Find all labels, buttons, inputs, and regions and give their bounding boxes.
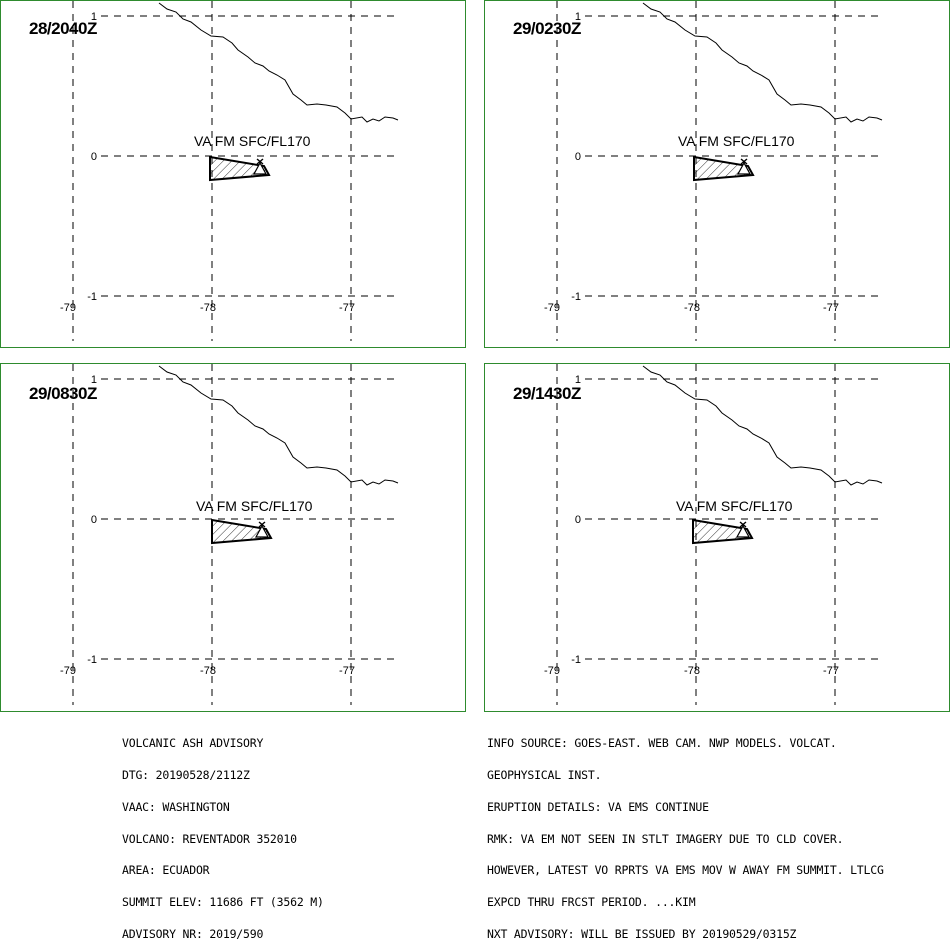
latitude-tick-label: 0 (91, 151, 97, 163)
latitude-tick-label: 1 (575, 374, 581, 386)
advisory-line: HOWEVER, LATEST VO RPRTS VA EMS MOV W AW… (487, 863, 884, 878)
advisory-line: DTG: 20190528/2112Z (122, 767, 250, 782)
advisory-line: ERUPTION DETAILS: VA EMS CONTINUE (487, 799, 709, 814)
advisory-line: NXT ADVISORY: WILL BE ISSUED BY 20190529… (487, 926, 797, 941)
forecast-panel: 1 0 -1 -79 -78 -77 VA FM SFC/FL170 29/0230Z (484, 0, 950, 348)
map-svg: 1 0 -1 -79 -78 -77 VA FM SFC/FL170 (60, 1, 399, 341)
latitude-tick-label: -1 (87, 291, 97, 303)
advisory-line: VOLCANO: REVENTADOR 352010 (122, 831, 297, 846)
volcano-icon (735, 521, 751, 538)
forecast-panel: 1 0 -1 -79 -78 -77 VA FM SFC/FL170 29/1430Z (484, 363, 950, 712)
longitude-tick-label: -77 (339, 302, 355, 314)
latitude-tick-label: -1 (571, 654, 581, 666)
forecast-time-label: 29/0830Z (29, 384, 97, 403)
advisory-line: EXPCD THRU FRCST PERIOD. ...KIM (487, 895, 696, 910)
longitude-tick-label: -77 (823, 665, 839, 677)
advisory-line: GEOPHYSICAL INST. (487, 767, 602, 782)
latitude-tick-label: 0 (575, 514, 581, 526)
latitude-tick-label: -1 (87, 654, 97, 666)
latitude-tick-label: 1 (575, 11, 581, 23)
longitude-tick-label: -79 (60, 302, 76, 314)
advisory-line: INFO SOURCE: GOES-EAST. WEB CAM. NWP MOD… (487, 736, 837, 751)
longitude-tick-label: -78 (200, 665, 216, 677)
longitude-tick-label: -78 (684, 302, 700, 314)
ash-altitude-label: VA FM SFC/FL170 (196, 498, 313, 514)
map-svg: 1 0 -1 -79 -78 -77 VA FM SFC/FL170 (544, 364, 883, 705)
latitude-tick-label: 1 (91, 374, 97, 386)
longitude-tick-label: -79 (60, 665, 76, 677)
volcano-icon (254, 521, 270, 538)
longitude-tick-label: -77 (339, 665, 355, 677)
forecast-time-label: 28/2040Z (29, 19, 97, 38)
longitude-tick-label: -79 (544, 665, 560, 677)
coastline (642, 365, 883, 486)
map-svg: 1 0 -1 -79 -78 -77 VA FM SFC/FL170 (60, 364, 399, 705)
forecast-time-label: 29/0230Z (513, 19, 581, 38)
advisory-line: VOLCANIC ASH ADVISORY (122, 736, 264, 751)
advisory-info-right: INFO SOURCE: GOES-EAST. WEB CAM. NWP MOD… (487, 717, 884, 950)
advisory-line: AREA: ECUADOR (122, 863, 210, 878)
latitude-tick-label: 1 (91, 11, 97, 23)
longitude-tick-label: -78 (200, 302, 216, 314)
forecast-panel: 1 0 -1 -79 -78 -77 VA FM SFC/FL170 28/2040Z (0, 0, 466, 348)
advisory-line: VAAC: WASHINGTON (122, 799, 230, 814)
advisory-line: SUMMIT ELEV: 11686 FT (3562 M) (122, 895, 324, 910)
advisory-line: ADVISORY NR: 2019/590 (122, 926, 264, 941)
longitude-tick-label: -78 (684, 665, 700, 677)
forecast-panel: 1 0 -1 -79 -78 -77 VA FM SFC/FL170 29/0830Z (0, 363, 466, 712)
advisory-line: RMK: VA EM NOT SEEN IN STLT IMAGERY DUE … (487, 831, 844, 846)
volcano-icon (252, 158, 268, 175)
coastline (158, 365, 399, 486)
forecast-time-label: 29/1430Z (513, 384, 581, 403)
latitude-tick-label: 0 (575, 151, 581, 163)
ash-altitude-label: VA FM SFC/FL170 (678, 133, 795, 149)
volcano-icon (736, 158, 752, 175)
ash-altitude-label: VA FM SFC/FL170 (676, 498, 793, 514)
map-svg: 1 0 -1 -79 -78 -77 VA FM SFC/FL170 (544, 1, 883, 341)
longitude-tick-label: -79 (544, 302, 560, 314)
ash-altitude-label: VA FM SFC/FL170 (194, 133, 311, 149)
longitude-tick-label: -77 (823, 302, 839, 314)
coastline (642, 2, 883, 123)
advisory-info-left: VOLCANIC ASH ADVISORY DTG: 20190528/2112… (122, 717, 324, 950)
latitude-tick-label: -1 (571, 291, 581, 303)
latitude-tick-label: 0 (91, 514, 97, 526)
coastline (158, 2, 399, 123)
